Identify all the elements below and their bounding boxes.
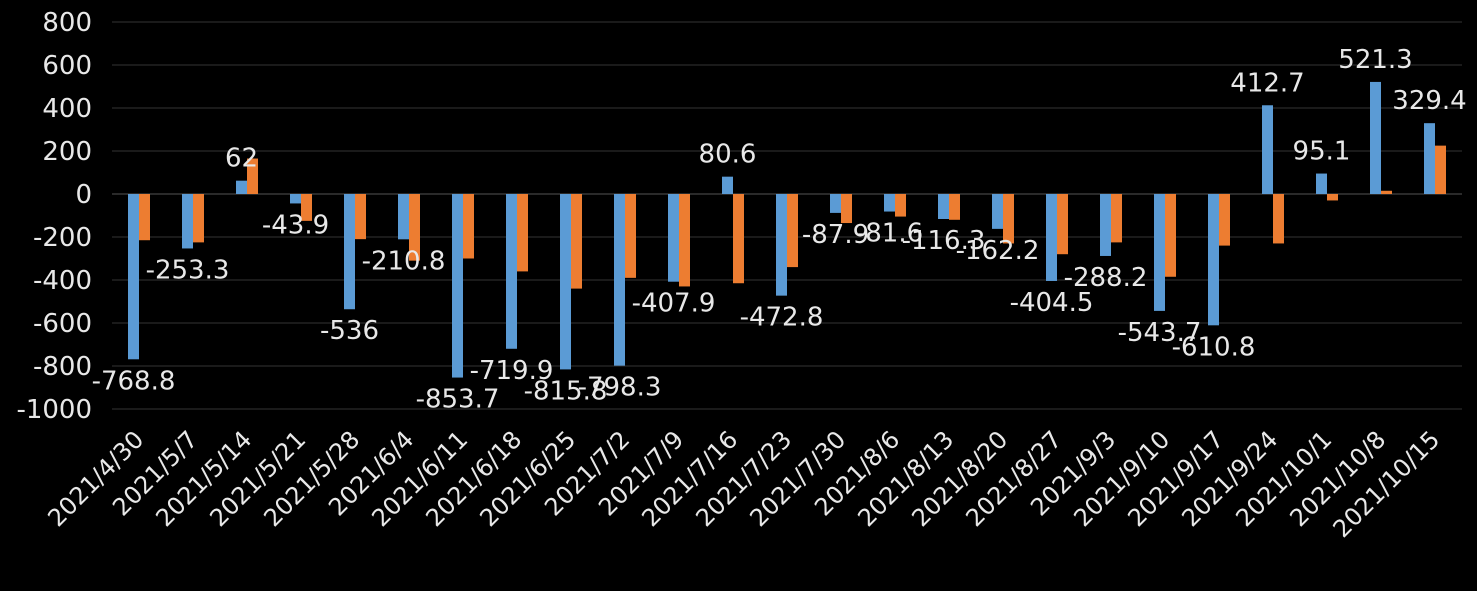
bar-series-1 [1370,81,1381,194]
bar-series-1 [1208,194,1219,326]
bar-series-2 [517,194,528,272]
data-label: 521.3 [1338,45,1412,75]
bar-series-2 [895,194,906,217]
data-label: -81.6 [856,219,923,249]
data-label: -116.3 [902,226,986,256]
data-label: -253.3 [146,255,230,285]
bar-series-1 [884,194,895,212]
data-label: -815.8 [524,376,608,406]
bar-series-2 [1057,194,1068,255]
data-label: -162.2 [956,236,1040,266]
y-tick-label: 800 [42,8,92,38]
bar-series-1 [668,194,679,282]
bar-series-2 [355,194,366,240]
data-label: 95.1 [1293,137,1351,167]
data-labels: -768.8 -253.3 62 -43.9 -536 -210.8 -853.7-719.… [92,45,1467,415]
bar-series-1 [614,194,625,366]
bar-series-2 [1111,194,1122,243]
bar-series-2 [1381,190,1392,194]
data-label: -768.8 [92,366,176,396]
bar-series-1 [560,194,571,370]
bar-series-1 [236,180,247,194]
bar-series-1 [1316,173,1327,194]
y-tick-label: -600 [33,309,92,339]
bar-series-2 [841,194,852,224]
bar-series-1 [506,194,517,349]
bar-series-2 [193,194,204,243]
y-tick-label: 200 [42,137,92,167]
bar-series-1 [938,194,949,219]
bar-series-1 [182,194,193,249]
bars [128,81,1446,378]
data-label: 62 [225,144,258,174]
bar-series-2 [247,158,258,194]
bar-series-2 [679,194,690,287]
y-axis-ticks: 800 600 400 200 0 -200 -400 -600 -800 -1000 [16,8,92,425]
bar-series-2 [1435,145,1446,195]
bar-series-1 [344,194,355,310]
data-label: -210.8 [362,246,446,276]
data-label: -472.8 [740,303,824,333]
y-tick-label: 600 [42,51,92,81]
bar-series-2 [1219,194,1230,246]
data-label: -610.8 [1172,332,1256,362]
data-label: -407.9 [632,289,716,319]
bar-series-1 [128,194,139,360]
bar-series-1 [776,194,787,296]
x-axis-ticks: 2021/4/302021/5/72021/5/142021/5/212021/… [42,425,1445,543]
bar-series-1 [1154,194,1165,311]
y-tick-label: -400 [33,266,92,296]
bar-series-2 [787,194,798,268]
data-label: -43.9 [262,210,329,240]
bar-series-2 [1165,194,1176,277]
bar-series-1 [830,194,841,213]
data-label: -288.2 [1064,263,1148,293]
y-tick-label: -800 [33,352,92,382]
bar-series-2 [625,194,636,278]
bar-series-1 [1100,194,1111,256]
bar-series-2 [463,194,474,259]
bar-series-2 [571,194,582,289]
bar-series-2 [1327,194,1338,201]
bar-series-2 [1003,194,1014,244]
y-tick-label: -200 [33,223,92,253]
data-label: -87.9 [802,220,869,250]
data-label: -853.7 [416,385,500,415]
bar-series-1 [1424,123,1435,194]
bar-series-2 [949,194,960,220]
data-label: -719.9 [470,356,554,386]
data-label: -798.3 [578,373,662,403]
y-tick-label: 0 [75,180,92,210]
bar-series-1 [290,194,301,204]
bar-series-2 [139,194,150,241]
bar-series-1 [452,194,463,378]
bar-series-1 [1262,105,1273,194]
data-label: 412.7 [1230,68,1304,98]
data-label: 329.4 [1392,86,1466,116]
bar-series-1 [398,194,409,240]
bar-series-1 [1046,194,1057,281]
y-tick-label: 400 [42,94,92,124]
y-tick-label: -1000 [16,395,92,425]
bar-series-2 [733,194,744,284]
data-label: -404.5 [1010,288,1094,318]
bar-series-1 [992,194,1003,229]
bar-series-2 [301,194,312,221]
data-label: -536 [320,316,379,346]
data-label: 80.6 [699,140,757,170]
bar-series-1 [722,176,733,194]
data-label: -543.7 [1118,318,1202,348]
bar-series-2 [409,194,420,261]
bar-series-2 [1273,194,1284,244]
